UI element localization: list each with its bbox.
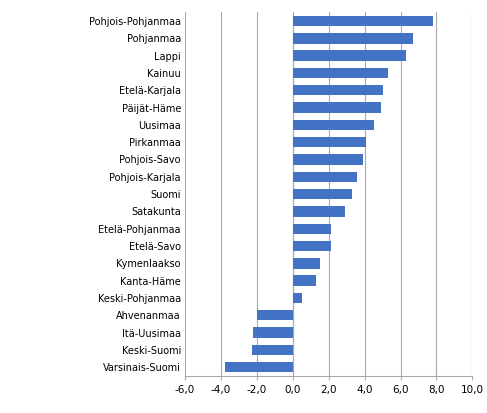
Bar (293, 33, 413, 43)
Bar (293, 68, 388, 78)
Bar (293, 189, 352, 199)
Bar (293, 120, 374, 130)
Bar (293, 102, 381, 113)
Bar (225, 362, 293, 373)
Bar (293, 275, 316, 286)
Bar (293, 85, 383, 95)
Bar (293, 172, 357, 182)
Bar (293, 206, 345, 216)
Bar (293, 241, 331, 251)
Bar (251, 345, 293, 355)
Bar (293, 50, 406, 61)
Bar (293, 154, 363, 165)
Bar (293, 223, 331, 234)
Bar (293, 258, 320, 268)
Bar (257, 310, 293, 320)
Bar (293, 16, 433, 26)
Bar (253, 328, 293, 338)
Bar (293, 137, 366, 147)
Bar (293, 293, 302, 303)
